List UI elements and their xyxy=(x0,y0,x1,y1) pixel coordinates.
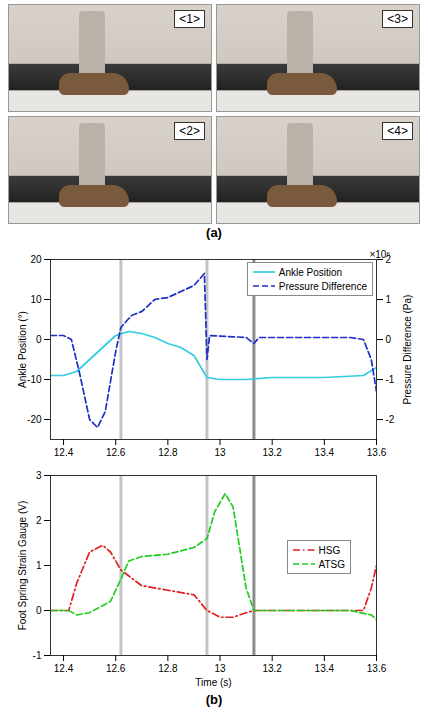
svg-text:13.4: 13.4 xyxy=(315,447,335,458)
svg-text:-1: -1 xyxy=(386,374,395,385)
svg-text:20: 20 xyxy=(30,254,42,265)
svg-text:0: 0 xyxy=(386,334,392,345)
svg-text:12.4: 12.4 xyxy=(54,663,74,674)
svg-text:13: 13 xyxy=(214,447,226,458)
svg-text:13.6: 13.6 xyxy=(367,663,387,674)
svg-text:12.8: 12.8 xyxy=(158,663,178,674)
svg-text:2: 2 xyxy=(36,515,42,526)
html-text:<3>: <3> xyxy=(387,12,408,26)
html-text:ATSG: ATSG xyxy=(318,558,345,570)
svg-text:-20: -20 xyxy=(27,414,42,425)
svg-text:Foot Spring Strain Gauge (V): Foot Spring Strain Gauge (V) xyxy=(17,501,28,631)
html-text:<1>: <1> xyxy=(179,12,200,26)
svg-text:1: 1 xyxy=(36,560,42,571)
svg-text:×10⁶: ×10⁶ xyxy=(369,249,390,260)
svg-text:12.4: 12.4 xyxy=(54,447,74,458)
html-text:HSG: HSG xyxy=(318,544,341,556)
svg-text:10: 10 xyxy=(30,294,42,305)
svg-text:-2: -2 xyxy=(386,414,395,425)
html-text:<2>: <2> xyxy=(179,124,200,138)
svg-text:0: 0 xyxy=(36,605,42,616)
html-text:(b): (b) xyxy=(205,692,223,707)
svg-text:Pressure Difference (Pa): Pressure Difference (Pa) xyxy=(402,295,413,405)
svg-text:12.6: 12.6 xyxy=(106,447,126,458)
svg-text:Time (s): Time (s) xyxy=(195,677,231,688)
html-text:<4>: <4> xyxy=(387,124,408,138)
svg-text:13.2: 13.2 xyxy=(262,447,282,458)
html-text:Ankle Position: Ankle Position xyxy=(278,266,343,278)
svg-text:1: 1 xyxy=(386,294,392,305)
svg-text:12.8: 12.8 xyxy=(158,447,178,458)
svg-text:-1: -1 xyxy=(33,650,42,661)
svg-text:13.4: 13.4 xyxy=(315,663,335,674)
svg-text:-10: -10 xyxy=(27,374,42,385)
html-text:Pressure Difference: Pressure Difference xyxy=(278,280,367,292)
svg-text:0: 0 xyxy=(36,334,42,345)
svg-text:13.2: 13.2 xyxy=(262,663,282,674)
svg-text:Ankle Position (°): Ankle Position (°) xyxy=(17,311,28,388)
svg-text:13: 13 xyxy=(214,663,226,674)
html-text:(a): (a) xyxy=(206,225,222,240)
svg-text:12.6: 12.6 xyxy=(106,663,126,674)
svg-text:13.6: 13.6 xyxy=(367,447,387,458)
svg-text:3: 3 xyxy=(36,470,42,481)
